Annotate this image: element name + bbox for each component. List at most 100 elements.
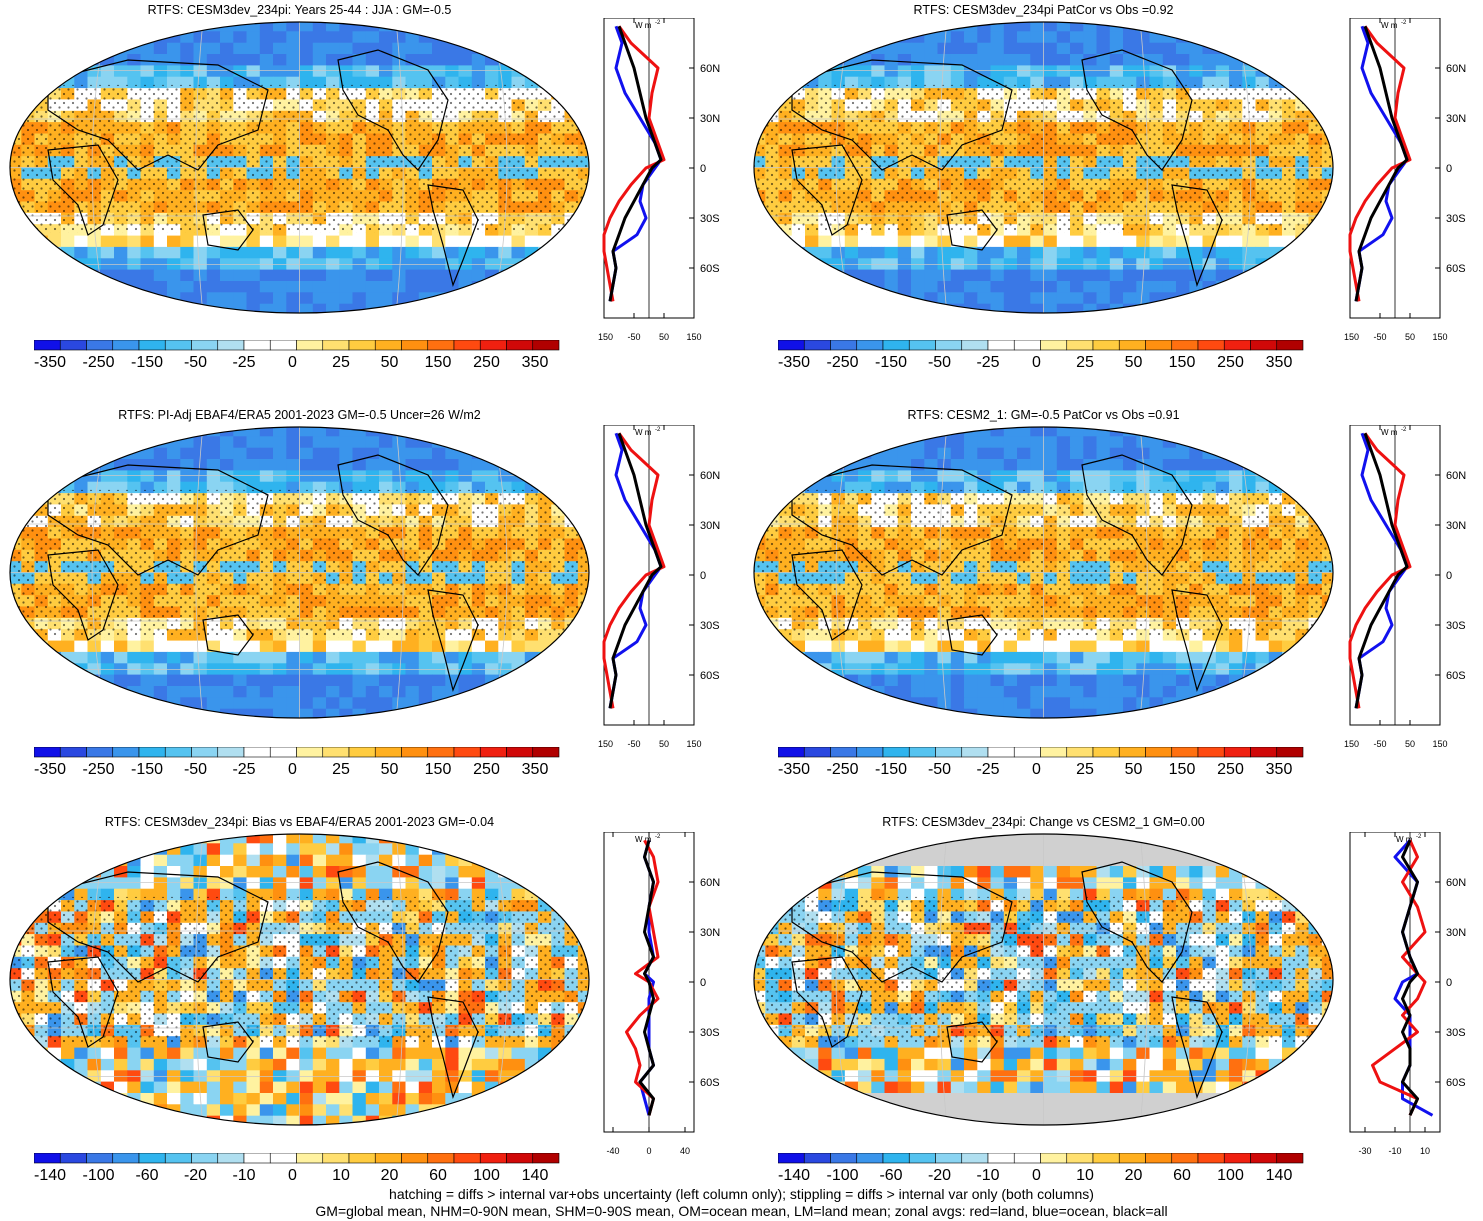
map-cell [1229,436,1243,449]
map-cell [564,640,579,653]
colorbar-swatch [191,340,219,351]
map-cell [524,447,539,460]
map-cell [884,269,899,282]
map-cell [498,686,513,698]
map-cell [858,651,872,664]
map-cell [1229,686,1243,698]
map-cell [273,447,287,460]
map-cell [471,292,486,305]
map-cell [564,31,579,44]
map-cell [233,427,248,437]
map-cell [1189,42,1204,55]
coastline [791,464,1013,576]
map-cell [10,235,22,248]
map-cell [259,459,274,471]
x-tick-label: 50 [1405,739,1415,749]
map-cell [1295,459,1310,471]
map-cell [924,292,939,305]
map-cell [950,54,965,66]
map-cell [259,281,274,293]
map-cell [405,269,420,282]
map-cell [1070,31,1084,44]
map-cell [299,42,314,55]
map-cell [805,31,819,44]
map-cell [924,303,939,313]
map-cell [326,427,340,437]
colorbar-swatch [34,747,61,758]
map-cell [1255,481,1270,494]
map-cell [1043,292,1058,305]
map-cell [564,76,579,89]
map-cell [418,269,433,282]
x-tick-label: 150 [1432,332,1447,342]
map-cell [1308,246,1323,259]
map-cell [1149,447,1164,460]
map-cell [167,447,181,460]
map-cell [34,686,49,698]
map-cell [1030,686,1045,698]
map-cell [831,31,846,44]
map-cell [1242,470,1257,483]
map-cell [114,303,128,313]
map-cell [246,447,261,460]
map-cell [485,834,499,844]
map-cell [805,663,819,676]
map-cell [299,481,314,494]
map-cell [352,686,367,698]
map-cell [1242,303,1257,313]
map-cell [1070,481,1084,494]
map-cell [1308,258,1323,271]
map-cell [498,843,513,856]
map-cell [418,436,433,449]
map-cell [805,640,819,653]
map-cell [485,686,499,698]
map-cell [100,674,115,687]
map-cell [1043,235,1058,248]
map-cell [765,292,780,305]
map-cell [273,22,287,32]
map-cell [10,269,22,282]
map-cell [233,269,248,282]
map-cell [418,843,433,856]
map-cell [791,42,806,55]
map-cell [511,292,526,305]
map-cell [498,281,513,293]
lat-tick-label: 60S [700,263,720,275]
map-cell [1308,708,1323,718]
map-cell [1189,269,1204,282]
map-cell [511,447,526,460]
map-cell [153,42,168,55]
map-cell [950,292,965,305]
map-cell [61,481,75,494]
map-cell [432,269,446,282]
map-cell [818,54,833,66]
map-cell [1003,674,1018,687]
map-cell [498,54,513,66]
map-cell [339,470,354,483]
map-cell [206,459,221,471]
map-cell [1123,481,1137,494]
x-tick-label: 150 [686,739,701,749]
colorbar-tick-label: -50 [928,354,951,371]
map-cell [950,447,965,460]
map-cell [765,31,780,44]
map-cell [1030,76,1045,89]
map-cell [246,686,261,698]
map-cell [818,292,833,305]
map-cell [805,235,819,248]
map-cell [193,292,208,305]
map-cell [299,834,314,844]
map-cell [1149,427,1164,437]
map-cell [246,22,261,32]
colorbar-tick-label: -25 [232,761,255,778]
map-cell [911,427,925,437]
map-cell [1030,640,1045,653]
map-cell [445,292,460,305]
map-cell [765,269,780,282]
map-cell [445,22,460,32]
map-cell [61,246,75,259]
map-cell [471,640,486,653]
map-cell [1017,481,1031,494]
map-cell [538,427,552,437]
map-cell [765,42,780,55]
